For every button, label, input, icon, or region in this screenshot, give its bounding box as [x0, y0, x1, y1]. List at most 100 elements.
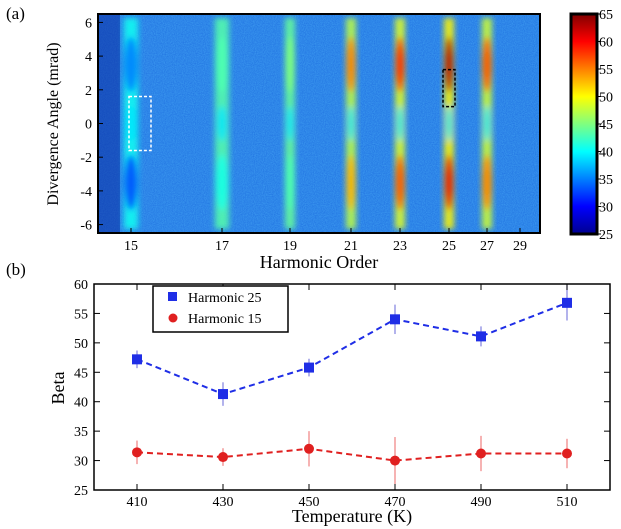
- highlight-box-harmonic-25: [442, 68, 456, 108]
- heatmap-axes: 15 17 19 21 23 25 27 29 6 4 2 0 -2 -4 -6: [80, 16, 527, 254]
- data-point: [562, 297, 572, 308]
- colorbar-ticks: 65 60 55 50 45 40 35 30 25: [597, 8, 613, 243]
- data-point: [132, 354, 142, 365]
- beta-y-axis-title: Beta: [48, 372, 68, 405]
- beta-y-tick-label: 60: [74, 278, 88, 293]
- data-point: [304, 443, 314, 454]
- heatmap-y-tick-label: -2: [80, 151, 92, 166]
- harmonic-band-21: [346, 18, 356, 229]
- harmonic-band-center: [347, 105, 355, 142]
- harmonic-band-lower-lobe: [482, 154, 492, 211]
- heatmap-x-axis-title: Harmonic Order: [260, 252, 378, 272]
- harmonic-band-19: [285, 18, 295, 229]
- harmonic-band-27: [482, 18, 492, 229]
- data-point: [390, 314, 400, 325]
- beta-x-tick-label: 490: [471, 495, 492, 510]
- harmonic-band-lower-lobe: [395, 154, 405, 211]
- colorbar-tick-label: 30: [599, 201, 613, 216]
- data-point: [562, 448, 572, 459]
- heatmap-x-tick-label: 27: [480, 239, 494, 254]
- harmonic-band-center: [286, 105, 294, 142]
- heatmap-x-tick-label: 23: [393, 239, 407, 254]
- colorbar-tick-label: 35: [599, 173, 613, 188]
- legend-label-harmonic-15: Harmonic 15: [188, 312, 261, 327]
- heatmap-y-axis-title: Divergence Angle (mrad): [45, 42, 62, 205]
- heatmap-plot: [98, 14, 540, 233]
- beta-y-tick-label: 40: [74, 396, 88, 411]
- heatmap-y-tick-label: 2: [85, 84, 92, 99]
- beta-plot: [132, 285, 572, 485]
- heatmap-y-tick-label: -4: [80, 185, 92, 200]
- legend: Harmonic 25 Harmonic 15: [152, 285, 289, 333]
- beta-x-tick-label: 450: [299, 495, 320, 510]
- colorbar: [569, 12, 599, 236]
- colorbar-tick-label: 40: [599, 146, 613, 161]
- harmonic-band-center: [126, 105, 136, 142]
- heatmap-noise: [98, 14, 540, 233]
- harmonic-band-15: [124, 18, 138, 229]
- harmonic-band-lower-lobe: [346, 154, 356, 211]
- harmonic-band-upper-lobe: [285, 36, 295, 93]
- beta-plot-axes: 410 430 450 470 490 510 60 55 50 45 40 35 30 25: [74, 278, 610, 510]
- beta-y-tick-label: 35: [74, 425, 88, 440]
- beta-y-tick-label: 45: [74, 366, 88, 381]
- legend-label-harmonic-25: Harmonic 25: [188, 291, 261, 306]
- heatmap-y-tick-label: 4: [85, 50, 92, 65]
- panel-b-label: (b): [6, 260, 26, 279]
- beta-x-tick-label: 410: [127, 495, 148, 510]
- harmonic-band-center: [396, 105, 404, 142]
- series-line: [136, 447, 567, 462]
- heatmap-y-tick-label: 0: [85, 118, 92, 133]
- heatmap-x-tick-label: 21: [344, 239, 358, 254]
- harmonic-band-17: [215, 18, 229, 229]
- harmonic-band-upper-lobe: [482, 36, 492, 93]
- data-point: [132, 447, 142, 458]
- harmonic-band-25: [444, 18, 454, 229]
- data-point: [476, 448, 486, 459]
- heatmap-y-tick-label: -6: [80, 219, 92, 234]
- legend-marker-harmonic-25: [168, 292, 177, 301]
- heatmap-x-tick-label: 29: [513, 239, 527, 254]
- beta-plot-frame: [93, 283, 611, 491]
- colorbar-tick-label: 45: [599, 118, 613, 133]
- heatmap-x-tick-label: 17: [215, 239, 229, 254]
- beta-y-tick-label: 25: [74, 484, 88, 499]
- harmonic-band-upper-lobe: [124, 36, 138, 93]
- series-harmonic-15: [132, 431, 572, 485]
- data-point: [304, 362, 314, 373]
- beta-y-tick-label: 50: [74, 337, 88, 352]
- colorbar-tick-label: 50: [599, 91, 613, 106]
- data-point: [476, 331, 486, 342]
- heatmap-left-edge: [98, 14, 120, 233]
- colorbar-tick-label: 60: [599, 36, 613, 51]
- series-harmonic-25: [132, 285, 572, 406]
- beta-x-tick-label: 430: [213, 495, 234, 510]
- panel-a-label: (a): [6, 4, 25, 23]
- beta-x-tick-label: 470: [385, 495, 406, 510]
- data-point: [218, 389, 228, 400]
- harmonic-band-23: [395, 18, 405, 229]
- colorbar-tick-label: 65: [599, 8, 613, 23]
- harmonic-band-upper-lobe: [215, 36, 229, 93]
- harmonic-band-lower-lobe: [285, 154, 295, 211]
- harmonic-band-lower-lobe: [215, 154, 229, 211]
- harmonic-band-center: [217, 105, 227, 142]
- heatmap-x-tick-label: 19: [283, 239, 297, 254]
- legend-marker-harmonic-15: [168, 313, 178, 323]
- data-point: [390, 455, 400, 466]
- highlight-box-harmonic-15: [128, 95, 152, 152]
- harmonic-band-upper-lobe: [395, 36, 405, 93]
- series-line: [136, 301, 568, 396]
- heatmap-x-tick-label: 25: [442, 239, 456, 254]
- beta-y-tick-label: 30: [74, 455, 88, 470]
- colorbar-tick-label: 55: [599, 63, 613, 78]
- harmonic-band-lower-lobe: [444, 154, 454, 211]
- heatmap-x-tick-label: 15: [124, 239, 138, 254]
- beta-x-tick-label: 510: [557, 495, 578, 510]
- harmonic-band-upper-lobe: [346, 36, 356, 93]
- harmonic-band-upper-lobe: [444, 36, 454, 93]
- harmonic-band-center: [483, 105, 491, 142]
- beta-x-axis-title: Temperature (K): [292, 506, 412, 527]
- colorbar-tick-label: 25: [599, 228, 613, 243]
